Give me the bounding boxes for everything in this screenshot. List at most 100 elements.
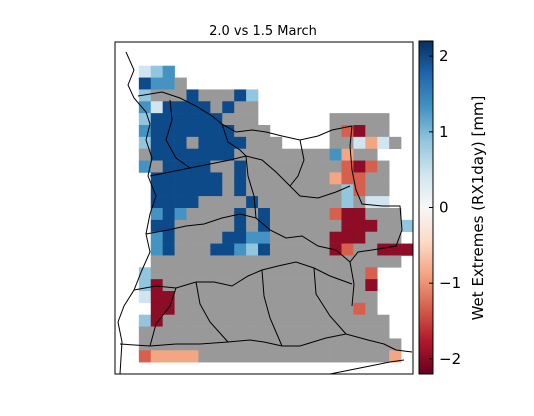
heatmap-cell	[162, 113, 175, 126]
heatmap-cell	[258, 255, 271, 268]
heatmap-cell	[234, 231, 247, 244]
heatmap-cell	[365, 160, 378, 173]
heatmap-cell	[377, 113, 390, 126]
heatmap-cell	[186, 231, 199, 244]
heatmap-cell	[138, 136, 152, 150]
heatmap-cell	[162, 243, 175, 256]
heatmap-cell	[150, 255, 163, 268]
heatmap-cell	[150, 148, 163, 161]
heatmap-cell	[162, 255, 175, 268]
heatmap-cell	[150, 302, 163, 316]
heatmap-cells	[138, 65, 413, 363]
heatmap-cell	[246, 219, 259, 233]
heatmap-cell	[162, 267, 175, 280]
heatmap-cell	[353, 243, 366, 256]
heatmap-cell	[174, 314, 187, 327]
heatmap-cell	[293, 184, 307, 197]
heatmap-cell	[174, 184, 187, 197]
heatmap-cell	[210, 172, 223, 185]
colorbar-tick-label: 0	[439, 199, 449, 217]
heatmap-cell	[246, 243, 259, 256]
province-line-8	[289, 139, 305, 187]
heatmap-cell	[210, 136, 223, 150]
heatmap-cell	[150, 326, 163, 339]
heatmap-cell	[222, 338, 235, 351]
heatmap-cell	[341, 148, 354, 161]
heatmap-cell	[246, 255, 259, 268]
heatmap-cell	[258, 231, 271, 244]
heatmap-cell	[162, 65, 175, 78]
heatmap-cell	[198, 243, 211, 256]
heatmap-cell	[269, 196, 283, 209]
heatmap-cell	[365, 291, 378, 304]
heatmap-cell	[186, 338, 199, 351]
heatmap-cell	[341, 208, 354, 221]
province-line-5	[221, 123, 257, 219]
heatmap-cell	[365, 314, 378, 327]
heatmap-cell	[210, 302, 223, 316]
heatmap-cell	[186, 350, 199, 363]
heatmap-cell	[174, 326, 187, 339]
heatmap-cell	[162, 350, 175, 363]
heatmap-cell	[317, 314, 330, 327]
heatmap-cell	[234, 160, 247, 173]
heatmap-cell	[258, 148, 271, 161]
heatmap-cell	[150, 160, 163, 173]
heatmap-cell	[210, 326, 223, 339]
heatmap-cell	[353, 172, 366, 185]
heatmap-cell	[174, 208, 187, 221]
heatmap-cell	[305, 172, 318, 185]
heatmap-cell	[210, 89, 223, 102]
heatmap-cell	[210, 125, 223, 138]
heatmap-cell	[317, 219, 330, 233]
heatmap-cell	[198, 89, 211, 102]
heatmap-cell	[353, 125, 366, 138]
heatmap-cell	[186, 125, 199, 138]
heatmap-cell	[138, 89, 152, 102]
heatmap-cell	[246, 267, 259, 280]
heatmap-cell	[365, 231, 378, 244]
heatmap-cell	[317, 338, 330, 351]
heatmap-cell	[341, 172, 354, 185]
heatmap-cell	[293, 350, 307, 363]
heatmap-cell	[341, 231, 354, 244]
heatmap-cell	[162, 196, 175, 209]
heatmap-cell	[389, 136, 402, 150]
heatmap-cell	[186, 314, 199, 327]
heatmap-cell	[365, 172, 378, 185]
heatmap-cell	[293, 243, 307, 256]
country-borders	[117, 51, 413, 374]
heatmap-cell	[317, 279, 330, 292]
heatmap-cell	[198, 255, 211, 268]
heatmap-cell	[246, 125, 259, 138]
heatmap-cell	[246, 160, 259, 173]
heatmap-cell	[269, 314, 283, 327]
heatmap-cell	[377, 136, 390, 150]
heatmap-cell	[222, 89, 235, 102]
heatmap-cell	[174, 136, 187, 150]
heatmap-cell	[198, 267, 211, 280]
heatmap-cell	[377, 208, 390, 221]
heatmap-cell	[150, 350, 163, 363]
heatmap-cell	[281, 160, 295, 173]
heatmap-cell	[389, 255, 402, 268]
heatmap-cell	[162, 231, 175, 244]
heatmap-cell	[317, 255, 330, 268]
heatmap-cell	[293, 302, 307, 316]
heatmap-cell	[234, 267, 247, 280]
heatmap-cell	[222, 184, 235, 197]
heatmap-cell	[329, 208, 342, 221]
heatmap-cell	[234, 89, 247, 102]
chart-title: 2.0 vs 1.5 March	[209, 24, 317, 39]
heatmap-cell	[174, 172, 187, 185]
heatmap-cell	[269, 267, 283, 280]
heatmap-cell	[353, 231, 366, 244]
heatmap-cell	[341, 314, 354, 327]
heatmap-cell	[353, 279, 366, 292]
heatmap-cell	[258, 350, 271, 363]
heatmap-cell	[281, 291, 295, 304]
heatmap-cell	[174, 219, 187, 233]
heatmap-cell	[234, 291, 247, 304]
heatmap-cell	[281, 314, 295, 327]
heatmap-cell	[150, 136, 163, 150]
